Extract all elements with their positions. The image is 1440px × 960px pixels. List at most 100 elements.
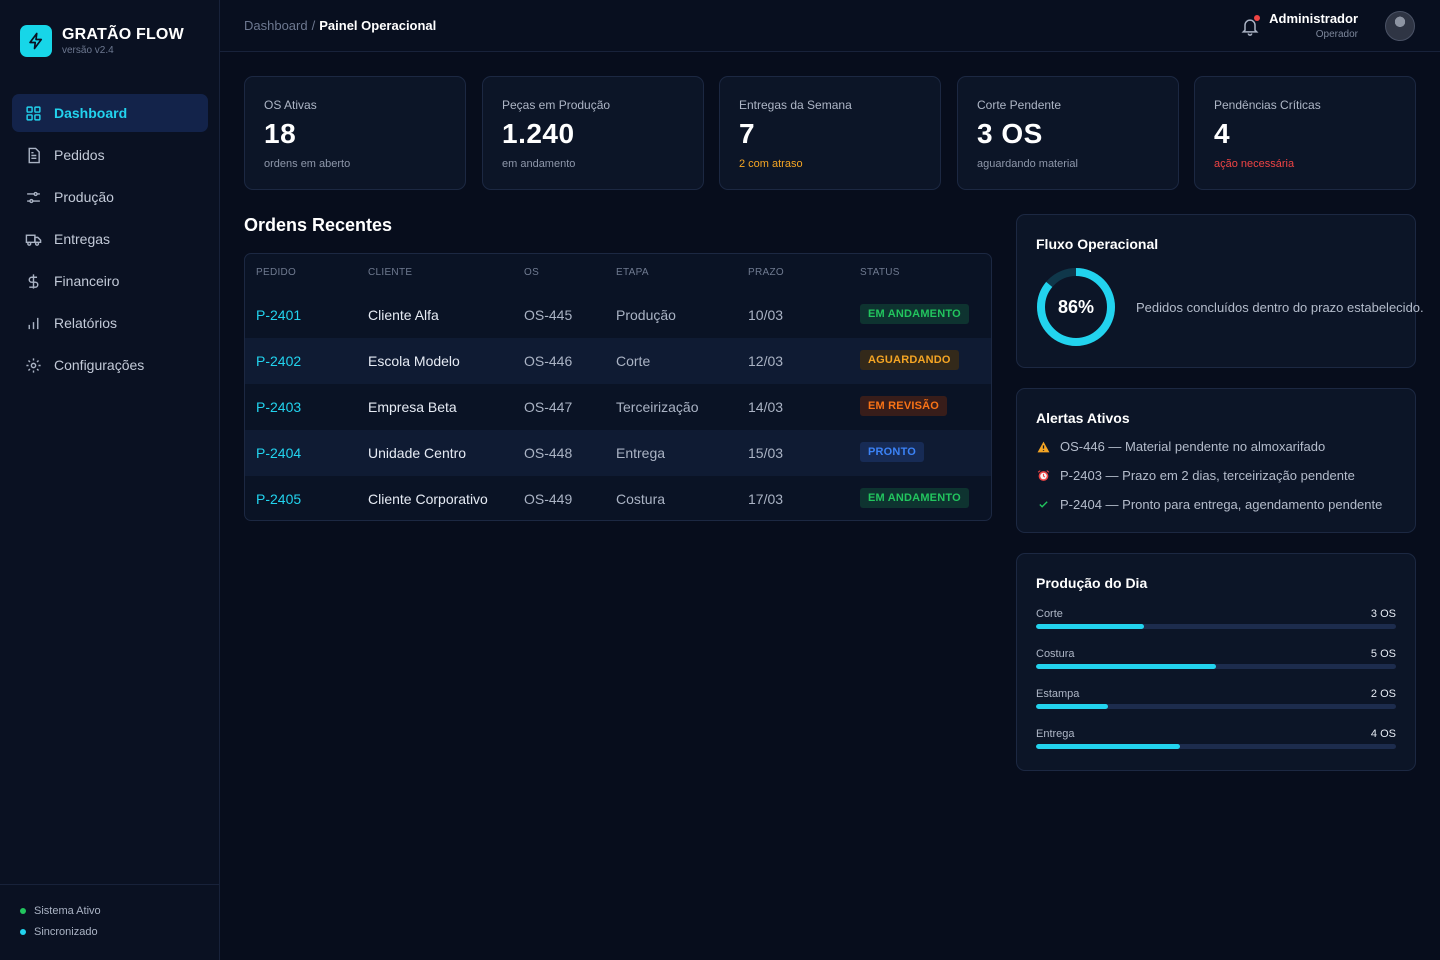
flux-description: Pedidos concluídos dentro do prazo estab…: [1136, 300, 1424, 315]
column-header[interactable]: PRAZO: [748, 267, 784, 278]
topbar: Dashboard / Painel Operacional Administrad…: [220, 0, 1440, 52]
flux-title: Fluxo Operacional: [1036, 236, 1159, 252]
status-system: Sistema Ativo: [20, 905, 219, 917]
order-stage: Entrega: [616, 445, 666, 461]
alarm-clock-icon: [1036, 469, 1050, 483]
breadcrumb: Dashboard / Painel Operacional: [244, 18, 436, 33]
column-header[interactable]: PEDIDO: [256, 267, 297, 278]
production-label: Corte: [1036, 608, 1063, 620]
kpi-label: Corte Pendente: [977, 98, 1062, 112]
progress-ring-fill: [1037, 268, 1115, 346]
sidebar-item-label: Produção: [54, 189, 114, 205]
production-count: 3 OS: [1370, 608, 1396, 620]
order-deadline: 12/03: [748, 353, 784, 369]
breadcrumb-dashboard[interactable]: Dashboard: [244, 18, 308, 33]
status-badge: EM REVISÃO: [860, 396, 948, 416]
progress-track: [1036, 744, 1396, 749]
order-deadline: 14/03: [748, 399, 784, 415]
status-badge: AGUARDANDO: [860, 350, 959, 370]
order-stage: Costura: [616, 491, 666, 507]
production-panel: Produção do Dia Corte 3 OS Costura 5 OS …: [1016, 553, 1416, 771]
table-row[interactable]: P-2404 Unidade Centro OS-448 Entrega 15/…: [245, 430, 991, 476]
production-count: 4 OS: [1370, 728, 1396, 740]
column-header[interactable]: OS: [524, 267, 540, 278]
order-stage: Produção: [616, 307, 676, 323]
progress-ring: [1037, 268, 1115, 346]
dollar-icon: [24, 272, 42, 290]
kpi-sub: em andamento: [502, 158, 576, 170]
order-id-link[interactable]: P-2405: [256, 491, 302, 507]
sidebar-nav: Dashboard Pedidos Produção Entregas Fina…: [12, 94, 208, 388]
kpi-card-pecas-producao: Peças em Produção 1.240 em andamento: [482, 76, 704, 190]
kpi-value: 4: [1214, 118, 1231, 149]
table-row[interactable]: P-2403 Empresa Beta OS-447 Terceirização…: [245, 384, 991, 430]
status-badge: EM ANDAMENTO: [860, 488, 969, 508]
kpi-label: Peças em Produção: [502, 98, 611, 112]
user-menu[interactable]: Administrador Operador: [1269, 11, 1358, 40]
sidebar-item-label: Entregas: [54, 231, 111, 247]
sidebar-item-pedidos[interactable]: Pedidos: [12, 136, 208, 174]
sliders-icon: [24, 188, 42, 206]
order-id-link[interactable]: P-2402: [256, 353, 302, 369]
order-client: Empresa Beta: [368, 399, 457, 415]
sidebar-item-financeiro[interactable]: Financeiro: [12, 262, 208, 300]
status-badge: PRONTO: [860, 442, 925, 462]
kpi-value: 3 OS: [977, 118, 1043, 149]
breadcrumb-separator: /: [311, 18, 316, 33]
sidebar-item-dashboard[interactable]: Dashboard: [12, 94, 208, 132]
flux-percent: 86%: [1057, 296, 1095, 317]
order-deadline: 15/03: [748, 445, 784, 461]
alert-item[interactable]: P-2403 — Prazo em 2 dias, terceirização …: [1036, 468, 1355, 483]
order-stage: Terceirização: [616, 399, 699, 415]
table-row[interactable]: P-2401 Cliente Alfa OS-445 Produção 10/0…: [245, 292, 991, 338]
production-title: Produção do Dia: [1036, 575, 1148, 591]
order-deadline: 10/03: [748, 307, 784, 323]
user-name: Administrador: [1269, 11, 1358, 26]
status-sync: Sincronizado: [20, 926, 219, 938]
grid-icon: [24, 104, 42, 122]
sidebar-item-entregas[interactable]: Entregas: [12, 220, 208, 258]
brand[interactable]: GRATÃO FLOW versão v2.4: [20, 25, 184, 57]
production-count: 5 OS: [1370, 648, 1396, 660]
avatar[interactable]: [1385, 11, 1415, 41]
alert-text: OS-446 — Material pendente no almoxarifa…: [1060, 439, 1326, 454]
gear-icon: [24, 356, 42, 374]
flux-panel: Fluxo Operacional 86% Pedidos concluídos…: [1016, 214, 1424, 368]
sidebar-item-label: Configurações: [54, 357, 145, 373]
notification-badge: [1254, 15, 1260, 21]
alert-item[interactable]: P-2404 — Pronto para entrega, agendament…: [1036, 497, 1382, 512]
order-id-link[interactable]: P-2404: [256, 445, 302, 461]
user-role: Operador: [1315, 29, 1358, 40]
sidebar-item-label: Dashboard: [54, 105, 128, 121]
notifications-bell-icon[interactable]: [1240, 15, 1260, 37]
production-label: Estampa: [1036, 688, 1080, 700]
progress-fill: [1036, 744, 1180, 749]
order-client: Cliente Alfa: [368, 307, 439, 323]
orders-table: PEDIDO CLIENTE OS ETAPA PRAZO STATUS P-2…: [244, 253, 992, 521]
sidebar-status: Sistema Ativo Sincronizado: [0, 884, 219, 960]
table-row[interactable]: P-2402 Escola Modelo OS-446 Corte 12/03 …: [245, 338, 991, 384]
order-deadline: 17/03: [748, 491, 784, 507]
sidebar-item-label: Financeiro: [54, 273, 120, 289]
sidebar-item-producao[interactable]: Produção: [12, 178, 208, 216]
alerts-title: Alertas Ativos: [1036, 410, 1130, 426]
alert-item[interactable]: OS-446 — Material pendente no almoxarifa…: [1036, 439, 1325, 454]
sidebar-item-label: Relatórios: [54, 315, 118, 331]
status-badge: EM ANDAMENTO: [860, 304, 969, 324]
column-header[interactable]: STATUS: [860, 267, 900, 278]
column-header[interactable]: ETAPA: [616, 267, 649, 278]
order-id-link[interactable]: P-2401: [256, 307, 302, 323]
orders-title: Ordens Recentes: [244, 215, 393, 235]
sidebar-item-relatorios[interactable]: Relatórios: [12, 304, 208, 342]
warning-icon: [1036, 440, 1050, 454]
sidebar-item-configuracoes[interactable]: Configurações: [12, 346, 208, 384]
order-id-link[interactable]: P-2403: [256, 399, 302, 415]
production-count: 2 OS: [1370, 688, 1396, 700]
kpi-card-entregas-semana: Entregas da Semana 7 2 com atraso: [719, 76, 941, 190]
column-header[interactable]: CLIENTE: [368, 267, 413, 278]
status-dot: [20, 908, 26, 914]
table-row[interactable]: P-2405 Cliente Corporativo OS-449 Costur…: [245, 476, 991, 520]
production-row-estampa: Estampa 2 OS: [1036, 688, 1396, 709]
order-os: OS-446: [524, 353, 573, 369]
order-os: OS-448: [524, 445, 573, 461]
